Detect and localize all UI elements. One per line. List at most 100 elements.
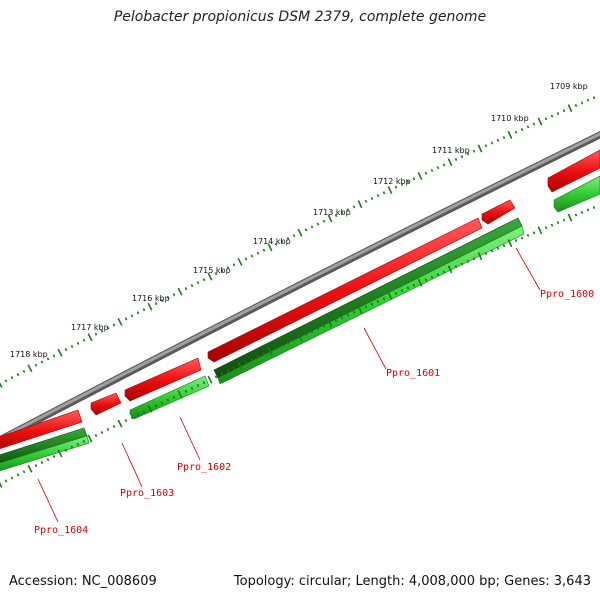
scale-tick (226, 369, 230, 373)
scale-tick (190, 284, 194, 288)
scale-tick (490, 249, 494, 253)
scale-tick (484, 144, 488, 148)
gene-arrow (0, 409, 83, 450)
scale-tick (460, 155, 464, 159)
scale-tick (327, 319, 333, 328)
scale-tick (394, 185, 398, 189)
scale-tick (562, 109, 566, 113)
scale-tick (574, 104, 578, 108)
kbp-label: 1716 kbp (132, 294, 170, 303)
scale-tick (214, 272, 218, 276)
scale-labels: 1709 kbp 1710 kbp 1711 kbp 1712 kbp 1713… (10, 82, 588, 359)
scale-tick (207, 375, 213, 384)
scale-tick (387, 292, 393, 301)
scale-tick (160, 401, 164, 405)
scale-tick (244, 361, 248, 365)
scale-tick (364, 305, 368, 309)
scale-tick (382, 191, 386, 195)
scale-tick (112, 323, 116, 327)
scale-tick (262, 248, 266, 252)
scale-tick (100, 329, 104, 333)
gene-label: Ppro_1600 (540, 289, 594, 300)
scale-tick (352, 310, 356, 314)
scale-tick (256, 355, 260, 359)
scale-tick (454, 265, 458, 269)
scale-tick (202, 278, 206, 282)
scale-tick (280, 239, 284, 243)
kbp-label: 1709 kbp (550, 82, 588, 91)
scale-tick (117, 317, 123, 326)
scale-tick (160, 299, 164, 303)
scale-tick (70, 445, 74, 449)
scale-tick (166, 398, 170, 402)
gene-labels: Ppro_1600 Ppro_1601 Ppro_1602 Ppro_1603 … (34, 247, 594, 536)
scale-tick (466, 259, 470, 263)
scale-tick (436, 166, 440, 170)
scale-tick (567, 104, 573, 113)
scale-tick (424, 278, 428, 282)
scale-tick (490, 141, 494, 145)
scale-tick (280, 344, 284, 348)
scale-tick (304, 228, 308, 232)
scale-tick (334, 319, 338, 323)
scale-tick (310, 330, 314, 334)
scale-tick (82, 338, 86, 342)
scale-tick (52, 354, 56, 358)
scale-tick (514, 239, 518, 243)
scale-tick (297, 333, 303, 342)
scale-tick (550, 223, 554, 227)
scale-tick (586, 98, 590, 102)
scale-tick (207, 272, 213, 281)
scale-tick (346, 208, 350, 212)
scale-tick (177, 287, 183, 296)
kbp-label: 1717 kbp (71, 323, 109, 332)
scale-tick (382, 297, 386, 301)
gene-arrow (481, 199, 516, 225)
scale-tick (172, 293, 176, 297)
scale-tick (477, 144, 483, 153)
scale-tick (316, 327, 320, 331)
scale-tick (592, 205, 596, 210)
scale-tick (142, 308, 146, 312)
scale-tick (64, 448, 68, 452)
gene-arrow (553, 175, 600, 213)
scale-tick (40, 461, 44, 465)
scale-tick (124, 419, 128, 423)
scale-tick (430, 168, 434, 172)
scale-tick (466, 152, 470, 156)
scale-tick (16, 473, 20, 477)
scale-ring (0, 96, 596, 388)
scale-tick (544, 226, 548, 230)
scale-tick (267, 347, 273, 356)
genome-summary: Topology: circular; Length: 4,008,000 bp… (233, 574, 591, 589)
scale-tick (340, 316, 344, 320)
gene-arrow (124, 357, 202, 402)
scale-tick (166, 296, 170, 300)
genome-backbone (0, 131, 600, 444)
scale-tick (177, 390, 183, 399)
scale-tick (172, 395, 176, 399)
kbp-label: 1713 kbp (313, 208, 351, 217)
gene-arrow (207, 217, 483, 363)
scale-tick (406, 180, 410, 184)
scale-tick (4, 379, 8, 383)
scale-tick (550, 114, 554, 118)
scale-tick (292, 338, 296, 342)
scale-tick (106, 326, 110, 330)
scale-tick (112, 425, 116, 429)
scale-tick (136, 413, 140, 417)
scale-tick (316, 222, 320, 226)
scale-tick (256, 251, 260, 255)
scale-tick (592, 96, 596, 100)
scale-tick (496, 246, 500, 250)
kbp-label: 1714 kbp (253, 237, 291, 246)
scale-tick (237, 257, 243, 266)
scale-tick (232, 263, 236, 267)
scale-tick (580, 211, 584, 215)
scale-tick (27, 364, 33, 373)
scale-tick (502, 244, 506, 248)
scale-tick (496, 138, 500, 142)
forward-strand (0, 149, 600, 450)
scale-tick (376, 299, 380, 303)
scale-tick (250, 254, 254, 258)
